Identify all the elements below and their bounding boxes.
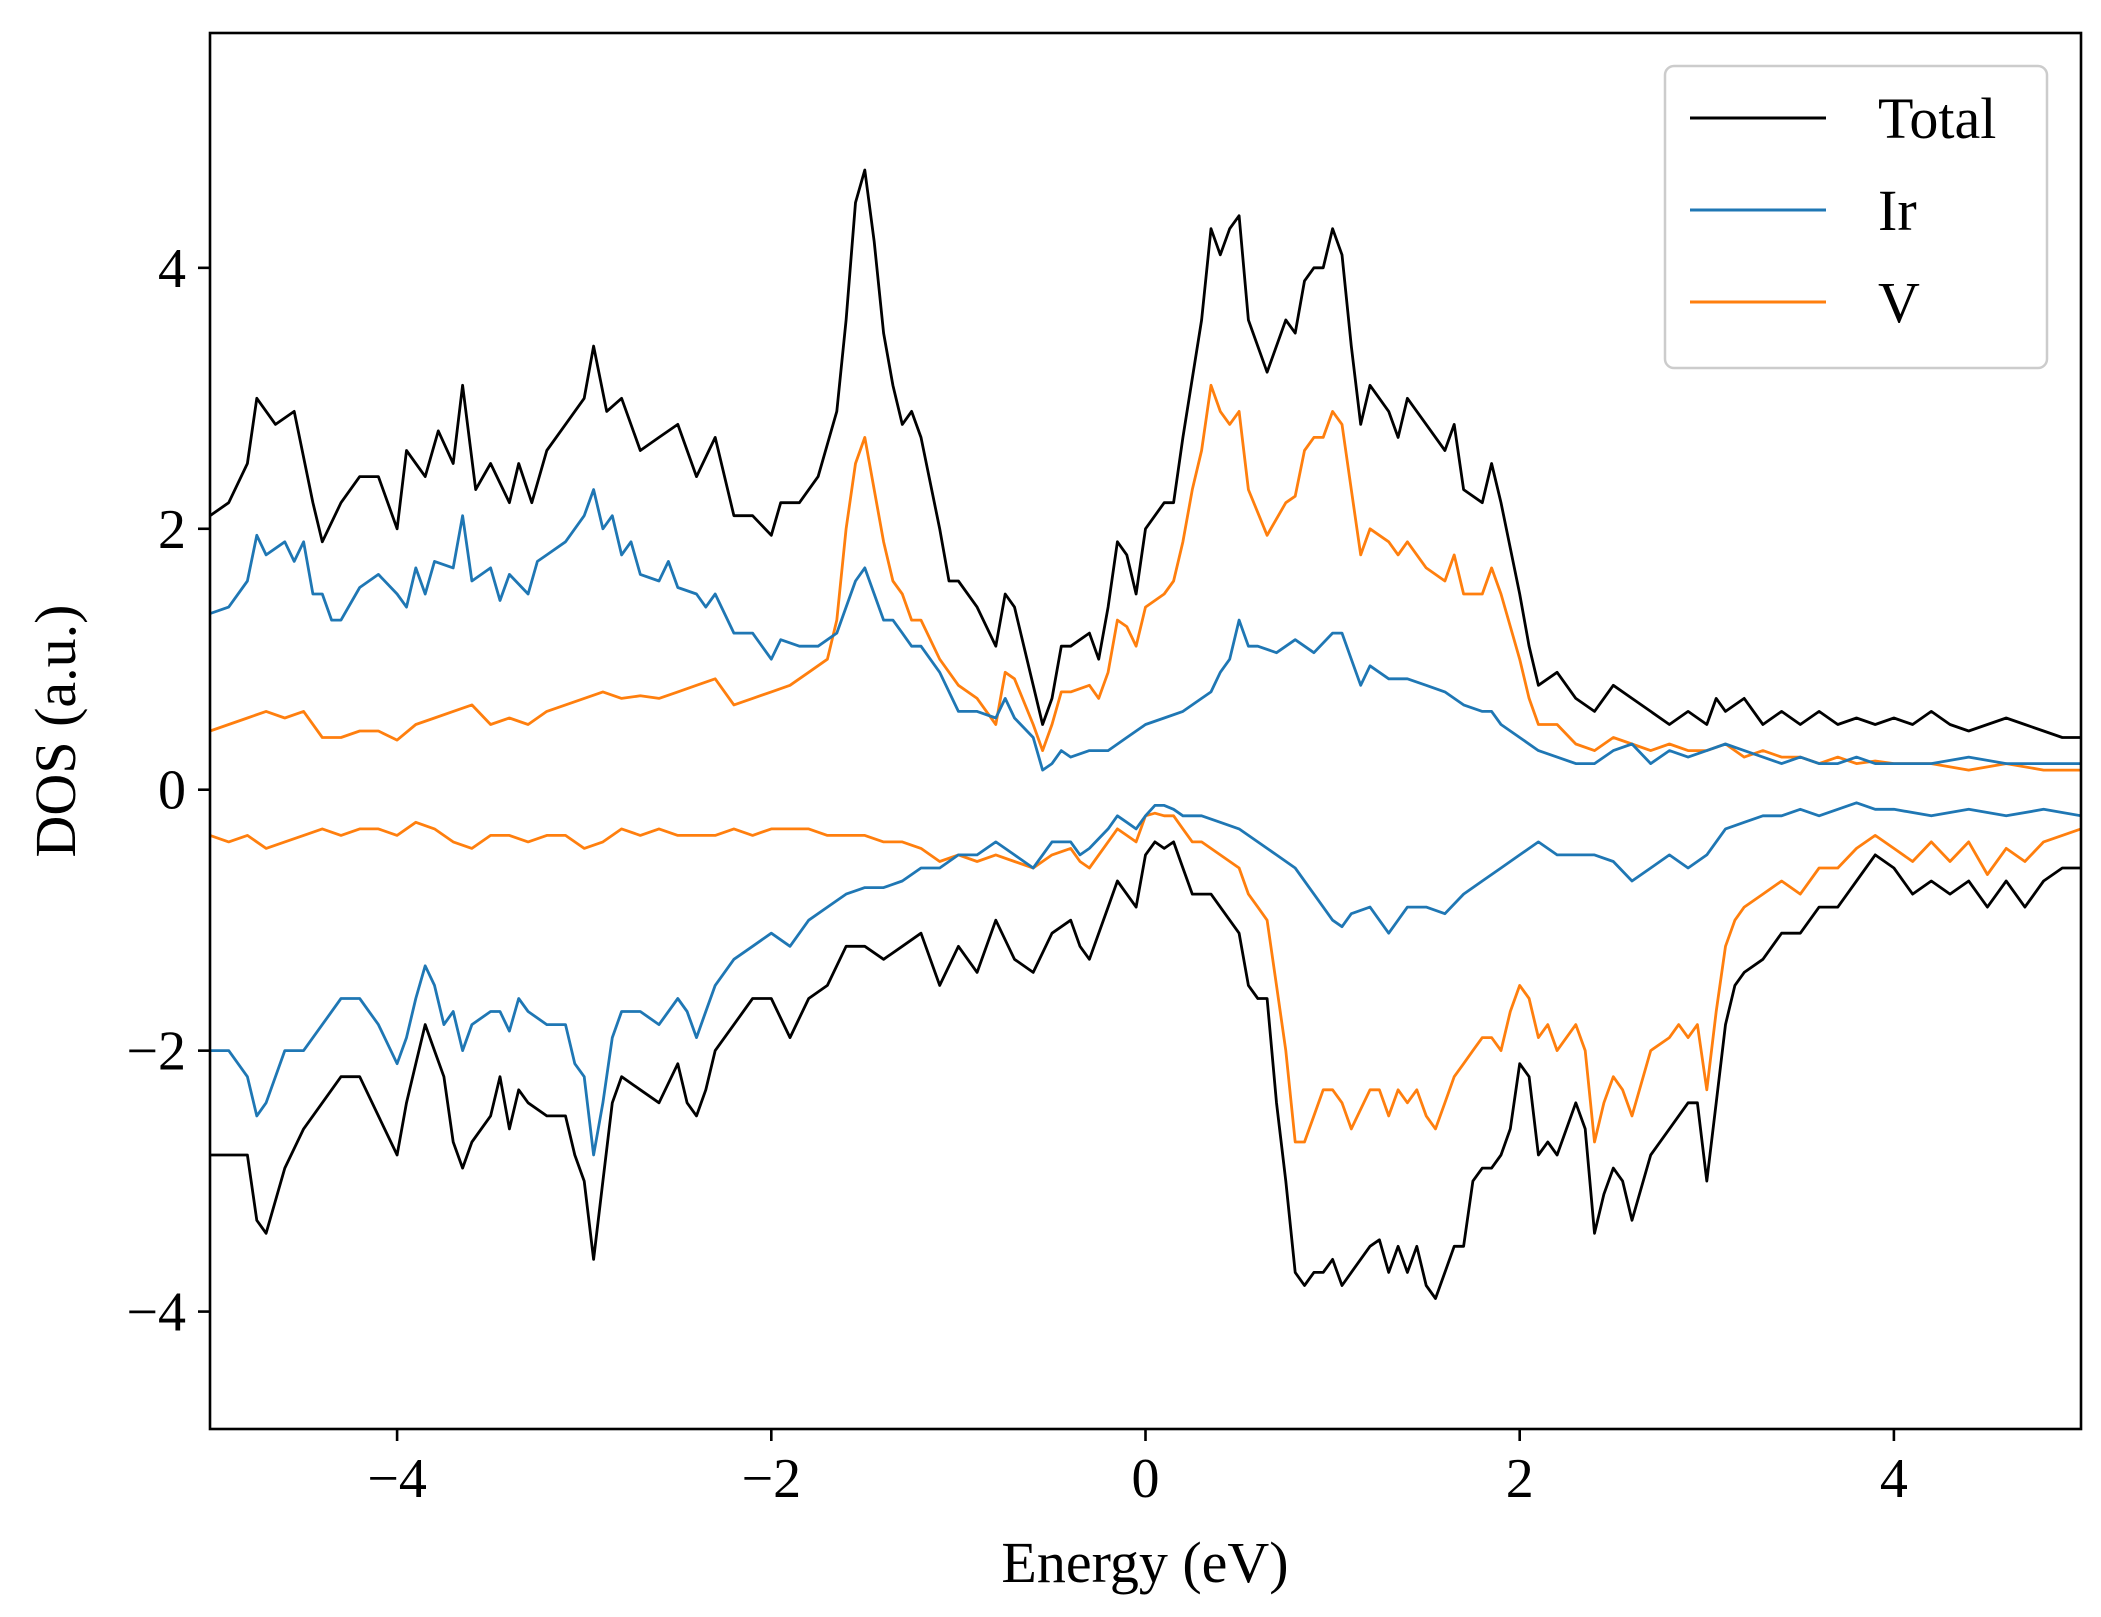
x-axis-ticks: −4 −2 0 2 4 (367, 1429, 1908, 1510)
x-tick-label: −2 (742, 1448, 802, 1510)
legend-label-ir: Ir (1878, 178, 1917, 243)
legend-label-total: Total (1878, 86, 1996, 151)
series-layer (210, 168, 2081, 1300)
series-v-up-line (210, 383, 2081, 772)
x-axis-label: Energy (eV) (1001, 1530, 1288, 1595)
series-total-down-line (210, 840, 2081, 1300)
y-tick-label: −4 (126, 1282, 186, 1344)
series-v-down-line (210, 811, 2081, 1144)
y-axis-label: DOS (a.u.) (23, 605, 88, 858)
series-total-up-line (210, 168, 2081, 739)
y-axis-ticks: −4 −2 0 2 4 (126, 238, 210, 1344)
legend-box (1663, 64, 2049, 370)
x-tick-label: 0 (1132, 1448, 1160, 1510)
y-tick-label: −2 (126, 1021, 186, 1083)
series-ir-up-line (210, 488, 2081, 772)
y-tick-label: 0 (158, 760, 186, 822)
series-ir-down-line (210, 801, 2081, 1157)
y-tick-label: 4 (158, 238, 186, 300)
x-tick-label: −4 (367, 1448, 427, 1510)
x-tick-label: 4 (1880, 1448, 1908, 1510)
y-tick-label: 2 (158, 499, 186, 561)
x-tick-label: 2 (1506, 1448, 1534, 1510)
legend: Total Ir V (1663, 64, 2049, 370)
legend-label-v: V (1878, 270, 1920, 335)
